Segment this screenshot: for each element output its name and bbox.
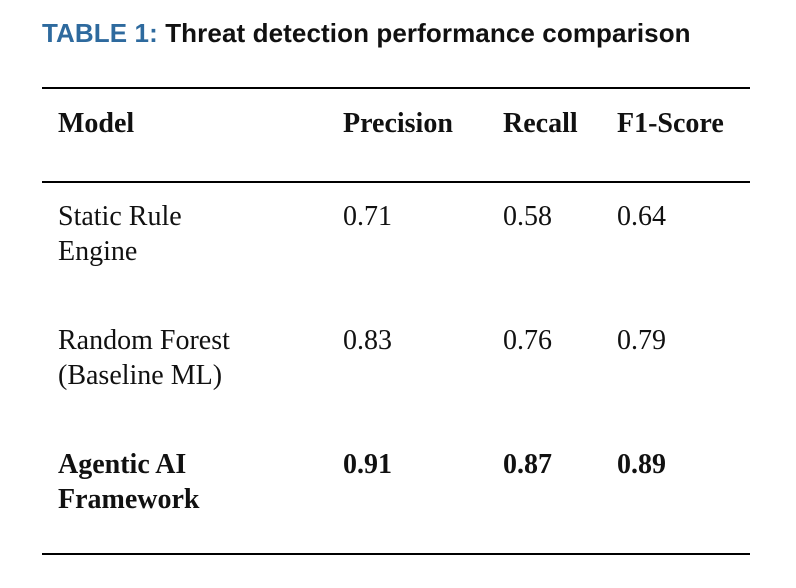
recall-value: 0.76 [503, 325, 552, 356]
header-f1-score: F1-Score [617, 108, 724, 139]
model-name-line: Framework [58, 484, 200, 515]
table-bottom-rule [42, 553, 750, 555]
precision-value: 0.91 [343, 449, 392, 480]
header-recall: Recall [503, 108, 578, 139]
model-name-line: Random Forest [58, 325, 230, 356]
f1-score-value: 0.64 [617, 201, 666, 232]
table-header-rule [42, 181, 750, 183]
table-top-rule [42, 87, 750, 89]
table-row-model: Random Forest (Baseline ML) [58, 323, 308, 393]
model-name-line: Agentic AI [58, 449, 187, 480]
precision-value: 0.71 [343, 201, 392, 232]
recall-value: 0.87 [503, 449, 552, 480]
recall-value: 0.58 [503, 201, 552, 232]
header-precision: Precision [343, 108, 453, 139]
f1-score-value: 0.79 [617, 325, 666, 356]
model-name-line: Engine [58, 236, 138, 267]
model-name-line: Static Rule [58, 201, 182, 232]
precision-value: 0.83 [343, 325, 392, 356]
table-title: Threat detection performance comparison [165, 18, 691, 48]
f1-score-value: 0.89 [617, 449, 666, 480]
header-model: Model [58, 108, 135, 139]
table-number-label: TABLE 1: [42, 18, 158, 48]
table-caption: TABLE 1: Threat detection performance co… [42, 18, 691, 49]
table-row-model: Agentic AI Framework [58, 447, 308, 517]
table-row-model: Static Rule Engine [58, 199, 308, 269]
model-name-line: (Baseline ML) [58, 360, 223, 391]
